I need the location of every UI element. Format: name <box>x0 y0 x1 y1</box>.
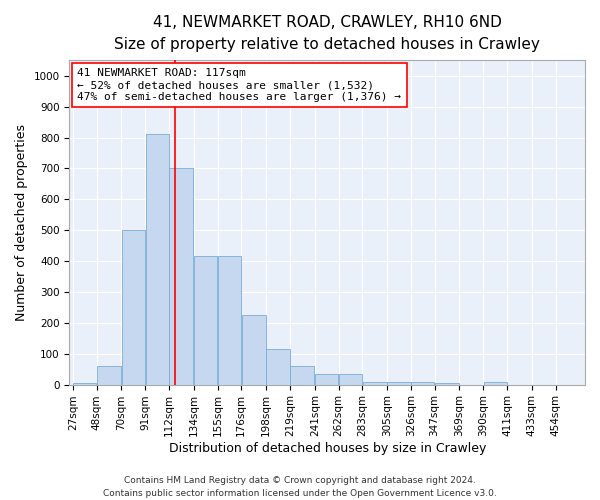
Bar <box>362 382 387 384</box>
Bar <box>388 382 410 384</box>
Bar <box>194 256 217 384</box>
Text: 41 NEWMARKET ROAD: 117sqm
← 52% of detached houses are smaller (1,532)
47% of se: 41 NEWMARKET ROAD: 117sqm ← 52% of detac… <box>77 68 401 102</box>
Bar <box>315 374 338 384</box>
Bar <box>242 315 266 384</box>
Bar <box>411 382 434 384</box>
Bar <box>484 382 506 384</box>
X-axis label: Distribution of detached houses by size in Crawley: Distribution of detached houses by size … <box>169 442 486 455</box>
Bar <box>266 349 290 384</box>
Bar <box>97 366 121 384</box>
Bar <box>339 374 362 384</box>
Y-axis label: Number of detached properties: Number of detached properties <box>15 124 28 321</box>
Title: 41, NEWMARKET ROAD, CRAWLEY, RH10 6ND
Size of property relative to detached hous: 41, NEWMARKET ROAD, CRAWLEY, RH10 6ND Si… <box>114 15 540 52</box>
Bar <box>169 168 193 384</box>
Bar <box>146 134 169 384</box>
Bar <box>218 256 241 384</box>
Bar <box>290 366 314 384</box>
Bar <box>73 383 96 384</box>
Text: Contains HM Land Registry data © Crown copyright and database right 2024.
Contai: Contains HM Land Registry data © Crown c… <box>103 476 497 498</box>
Bar <box>122 230 145 384</box>
Bar <box>435 383 459 384</box>
